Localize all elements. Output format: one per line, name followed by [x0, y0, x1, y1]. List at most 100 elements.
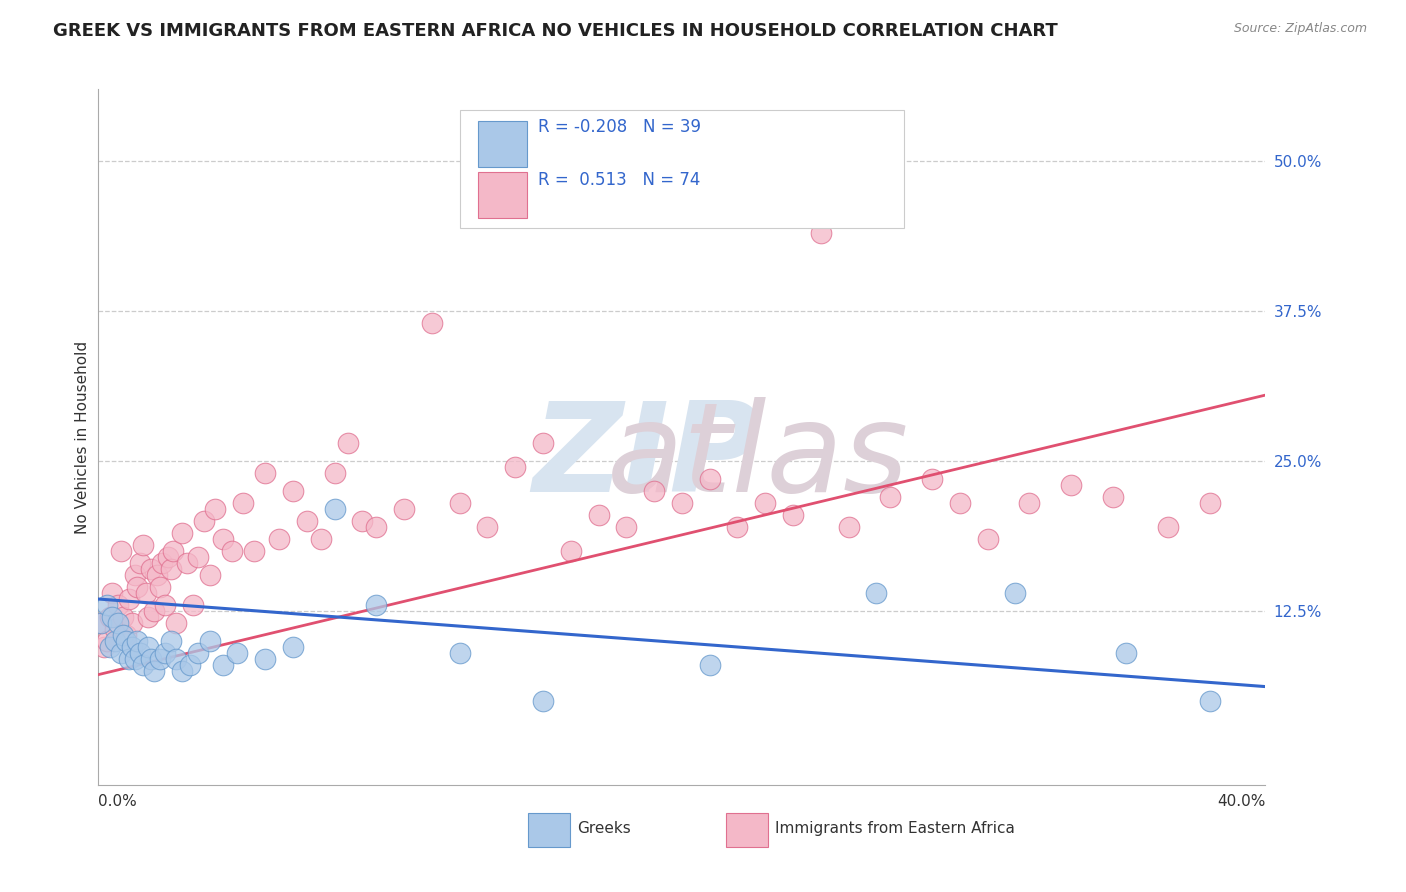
Point: [141, 562, 163, 576]
Point: [127, 580, 149, 594]
Point: [810, 226, 832, 240]
Point: [254, 466, 277, 480]
Text: atlas: atlas: [607, 398, 908, 518]
Point: [503, 460, 526, 475]
Point: [281, 484, 304, 499]
Point: [531, 436, 554, 450]
Text: Greeks: Greeks: [576, 822, 631, 837]
Point: [976, 532, 998, 546]
Point: [107, 598, 129, 612]
Text: 40.0%: 40.0%: [1218, 794, 1265, 809]
Point: [96, 634, 118, 648]
Point: [150, 556, 173, 570]
FancyBboxPatch shape: [527, 813, 569, 847]
Point: [352, 514, 374, 528]
Point: [198, 568, 221, 582]
Point: [112, 628, 135, 642]
Point: [129, 556, 152, 570]
Text: Immigrants from Eastern Africa: Immigrants from Eastern Africa: [775, 822, 1015, 837]
Point: [90, 615, 112, 630]
Point: [115, 628, 138, 642]
Point: [121, 615, 143, 630]
Point: [187, 549, 209, 564]
Point: [212, 658, 235, 673]
Point: [112, 610, 135, 624]
Point: [98, 610, 121, 624]
Point: [1157, 520, 1180, 534]
Point: [243, 544, 266, 558]
Point: [204, 502, 226, 516]
Point: [254, 652, 277, 666]
FancyBboxPatch shape: [727, 813, 768, 847]
Point: [366, 598, 388, 612]
Point: [198, 634, 221, 648]
Text: 0.0%: 0.0%: [98, 794, 138, 809]
Point: [110, 646, 132, 660]
Text: GREEK VS IMMIGRANTS FROM EASTERN AFRICA NO VEHICLES IN HOUSEHOLD CORRELATION CHA: GREEK VS IMMIGRANTS FROM EASTERN AFRICA …: [53, 22, 1059, 40]
Point: [1018, 496, 1040, 510]
Point: [267, 532, 290, 546]
Point: [323, 466, 346, 480]
Text: Source: ZipAtlas.com: Source: ZipAtlas.com: [1233, 22, 1367, 36]
Point: [699, 472, 721, 486]
Point: [165, 652, 187, 666]
Point: [115, 634, 138, 648]
Point: [90, 615, 112, 630]
Point: [179, 658, 201, 673]
Point: [614, 520, 637, 534]
Point: [143, 604, 166, 618]
Point: [127, 634, 149, 648]
Point: [124, 652, 146, 666]
Point: [159, 634, 181, 648]
Point: [1060, 478, 1083, 492]
Point: [148, 652, 170, 666]
Point: [118, 652, 141, 666]
Point: [132, 658, 155, 673]
Point: [162, 544, 184, 558]
FancyBboxPatch shape: [460, 110, 904, 228]
Point: [1004, 586, 1026, 600]
Point: [295, 514, 318, 528]
Point: [221, 544, 243, 558]
Text: R = -0.208   N = 39: R = -0.208 N = 39: [538, 119, 702, 136]
Point: [170, 526, 193, 541]
Point: [138, 610, 160, 624]
Point: [135, 586, 157, 600]
Point: [212, 532, 235, 546]
Point: [146, 568, 169, 582]
Point: [101, 586, 124, 600]
Point: [159, 562, 181, 576]
Point: [366, 520, 388, 534]
Point: [588, 508, 610, 522]
Point: [118, 592, 141, 607]
Point: [449, 646, 471, 660]
Point: [170, 664, 193, 678]
Point: [1101, 490, 1123, 504]
Point: [107, 615, 129, 630]
Point: [141, 652, 163, 666]
Point: [420, 316, 443, 330]
Y-axis label: No Vehicles in Household: No Vehicles in Household: [75, 341, 90, 533]
Point: [129, 646, 152, 660]
Point: [138, 640, 160, 654]
Point: [782, 508, 804, 522]
Point: [879, 490, 901, 504]
Point: [176, 556, 198, 570]
Point: [838, 520, 860, 534]
Point: [281, 640, 304, 654]
Point: [1198, 496, 1220, 510]
Point: [110, 544, 132, 558]
Point: [1198, 694, 1220, 708]
Point: [754, 496, 776, 510]
Point: [121, 640, 143, 654]
Point: [560, 544, 582, 558]
Point: [93, 640, 115, 654]
Point: [392, 502, 415, 516]
Point: [156, 549, 179, 564]
Point: [148, 580, 170, 594]
Point: [449, 496, 471, 510]
Point: [104, 634, 127, 648]
Point: [699, 658, 721, 673]
Text: R =  0.513   N = 74: R = 0.513 N = 74: [538, 170, 700, 188]
Point: [865, 586, 887, 600]
